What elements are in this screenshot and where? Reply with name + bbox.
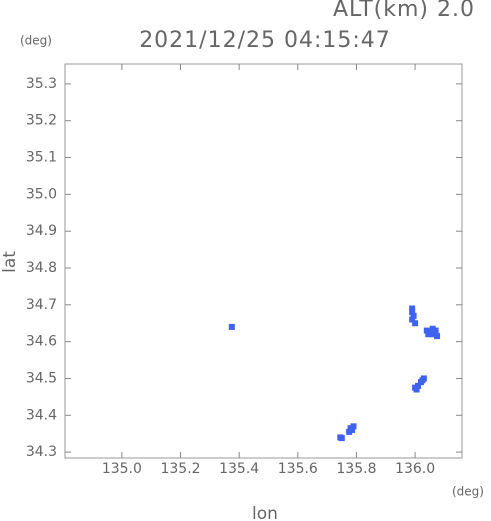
x-tick-label: 136.0: [395, 461, 435, 477]
echo-point: [429, 325, 436, 332]
echo-point: [346, 428, 353, 435]
echo-point: [419, 377, 426, 384]
y-tick-label: 34.3: [26, 444, 57, 460]
y-tick-label: 34.5: [26, 370, 57, 386]
echo-point: [410, 312, 417, 319]
echo-point: [338, 435, 345, 442]
y-axis-label: lat: [0, 251, 20, 273]
plot-frame: [64, 63, 463, 459]
y-tick-label: 34.7: [26, 297, 57, 313]
echo-point: [228, 323, 235, 330]
x-tick-label: 135.8: [336, 461, 376, 477]
y-unit: (deg): [20, 34, 52, 48]
chart-title: 2021/12/25 04:15:47: [139, 28, 391, 53]
y-tick-label: 35.1: [26, 150, 57, 166]
echo-point: [429, 331, 436, 338]
echo-point: [409, 316, 416, 323]
echo-point: [434, 333, 441, 340]
x-unit: (deg): [452, 485, 484, 499]
echo-point: [409, 305, 416, 312]
y-tick-label: 35.0: [26, 186, 57, 202]
echo-point: [409, 309, 416, 316]
x-tick-label: 135.4: [219, 461, 259, 477]
echo-point: [413, 386, 420, 393]
echo-point: [350, 423, 357, 430]
x-tick-label: 135.2: [160, 461, 200, 477]
y-tick-label: 35.3: [26, 76, 57, 92]
x-tick-label: 135.0: [102, 461, 142, 477]
y-tick-label: 34.9: [26, 223, 57, 239]
y-tick-label: 34.6: [26, 334, 57, 350]
echo-point: [425, 331, 432, 338]
y-tick-label: 35.2: [26, 113, 57, 129]
echo-point: [412, 320, 419, 327]
x-axis-label: lon: [252, 504, 278, 521]
y-tick-label: 34.4: [26, 407, 57, 423]
y-tick-label: 34.8: [26, 260, 57, 276]
altitude-label: ALT(km) 2.0: [333, 0, 475, 22]
echo-point: [415, 382, 422, 389]
x-tick-label: 135.6: [278, 461, 318, 477]
